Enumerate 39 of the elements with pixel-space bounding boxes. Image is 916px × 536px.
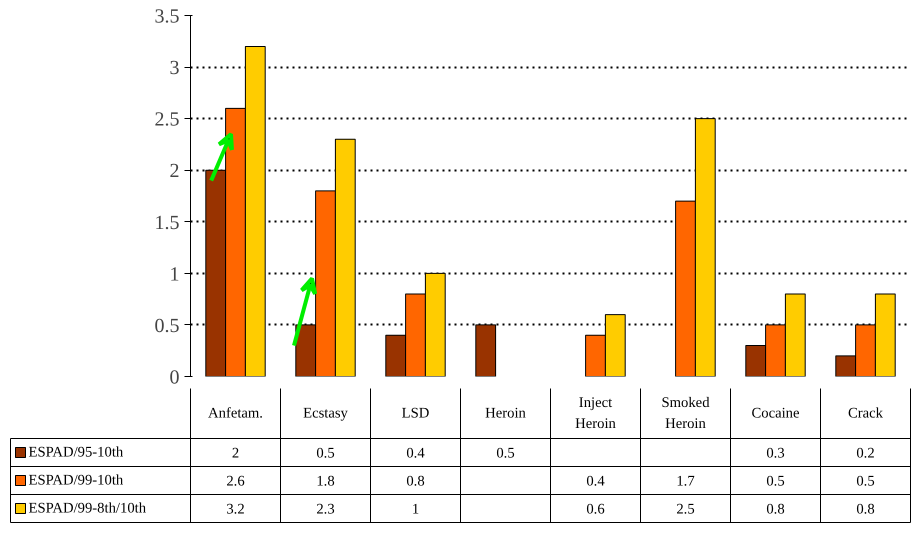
data-label: 0.8 bbox=[856, 502, 875, 518]
x-tick-label: Cocaine bbox=[751, 406, 800, 422]
data-label: 0.8 bbox=[406, 474, 425, 490]
y-tick-label: 0.5 bbox=[154, 314, 180, 337]
x-tick-label: Ecstasy bbox=[303, 406, 349, 422]
x-tick-label: LSD bbox=[402, 406, 430, 422]
data-label: 0.4 bbox=[406, 446, 426, 462]
data-label: 2.3 bbox=[316, 502, 335, 518]
data-label: 0.3 bbox=[766, 446, 785, 462]
y-tick-label: 0 bbox=[170, 366, 180, 388]
data-label: 2.5 bbox=[676, 502, 695, 518]
x-tick-label: Crack bbox=[848, 406, 884, 422]
data-label: 0.2 bbox=[856, 446, 875, 462]
x-tick-label: Anfetam. bbox=[208, 406, 263, 422]
y-tick-label: 1 bbox=[170, 263, 180, 286]
data-label: 2 bbox=[232, 446, 240, 462]
data-label: 1 bbox=[412, 502, 420, 518]
x-tick-label: Inject Heroin bbox=[575, 395, 617, 432]
data-label: 0.4 bbox=[586, 474, 606, 490]
data-label: 0.8 bbox=[766, 502, 785, 518]
y-tick-label: 3.5 bbox=[154, 6, 180, 28]
data-label: 1.8 bbox=[316, 474, 335, 490]
data-label: 0.5 bbox=[766, 474, 785, 490]
y-tick-label: 1.5 bbox=[154, 212, 180, 234]
data-label: 2.6 bbox=[226, 474, 245, 490]
x-tick-label: Heroin bbox=[485, 406, 527, 422]
data-label: 0.5 bbox=[316, 446, 335, 462]
y-tick-label: 3 bbox=[170, 57, 180, 80]
data-label: 0.5 bbox=[496, 446, 515, 462]
legend-label: ESPAD/99-10th bbox=[28, 472, 124, 488]
data-label: 0.6 bbox=[586, 502, 605, 518]
x-tick-label: Smoked Heroin bbox=[661, 395, 710, 432]
data-label: 0.5 bbox=[856, 474, 875, 490]
y-tick-label: 2 bbox=[170, 160, 180, 182]
y-tick-label: 2.5 bbox=[154, 108, 180, 131]
legend-label: ESPAD/95-10th bbox=[28, 444, 124, 460]
data-label: 3.2 bbox=[226, 502, 245, 518]
legend-label: ESPAD/99-8th/10th bbox=[28, 500, 147, 516]
data-label: 1.7 bbox=[676, 474, 695, 490]
